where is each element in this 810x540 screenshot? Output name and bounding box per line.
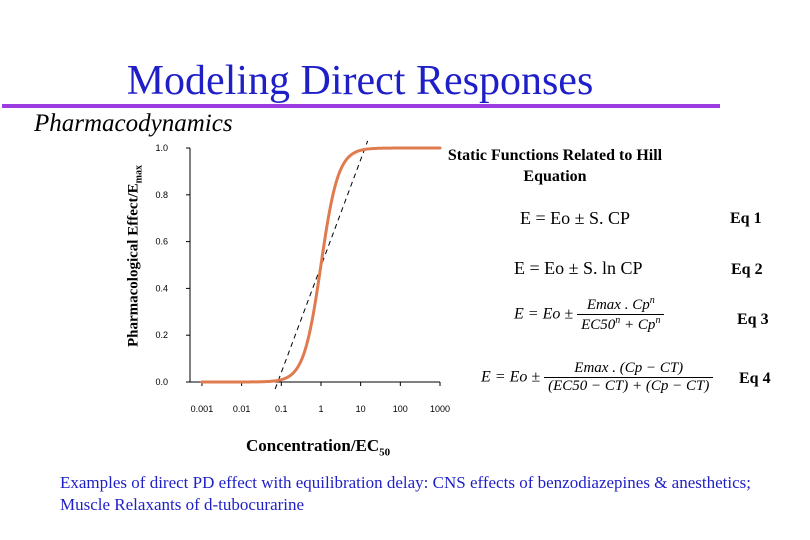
equations-heading: Static Functions Related to Hill Equatio… xyxy=(447,147,663,185)
equation-4-lhs: E = Eo ± xyxy=(481,368,541,386)
x-tick-label: 10 xyxy=(356,404,366,414)
slide-subtitle: Pharmacodynamics xyxy=(34,110,233,137)
x-tick-label: 0.1 xyxy=(275,404,288,414)
equation-4-denominator: (EC50 − CT) + (Cp − CT) xyxy=(548,378,710,394)
equation-3-numerator-text: Emax . Cp xyxy=(586,297,650,313)
y-tick-label: 0.0 xyxy=(155,377,168,387)
equation-4-label: Eq 4 xyxy=(739,370,771,387)
equation-4: E = Eo ± Emax . (Cp − CT) (EC50 − CT) + … xyxy=(481,360,714,395)
equation-3-denominator: EC50n + Cpn xyxy=(577,315,664,334)
equation-2-label: Eq 2 xyxy=(731,261,763,278)
equation-1: E = Eo ± S. CP xyxy=(520,208,631,228)
equation-4-numerator: Emax . (Cp − CT) xyxy=(544,360,714,378)
equation-4-fraction: Emax . (Cp − CT) (EC50 − CT) + (Cp − CT) xyxy=(544,360,714,395)
equation-2: E = Eo ± S. ln CP xyxy=(514,258,643,278)
x-tick-label: 100 xyxy=(393,404,408,414)
y-tick-label: 1.0 xyxy=(155,143,168,153)
reference-line xyxy=(274,140,369,390)
y-tick-label: 0.8 xyxy=(155,190,168,200)
y-tick-label: 0.6 xyxy=(155,237,168,247)
equation-3-denominator-tail: + Cp xyxy=(624,317,656,333)
equation-3-denominator-exp: n xyxy=(615,315,621,326)
equation-3-fraction: Emax . Cpn EC50n + Cpn xyxy=(577,295,665,334)
hill-curve-line xyxy=(200,146,442,384)
x-tick-label: 1000 xyxy=(430,404,450,414)
slide-title: Modeling Direct Responses xyxy=(126,58,594,104)
equation-3-numerator: Emax . Cpn xyxy=(577,295,665,315)
x-tick-label: 1 xyxy=(318,404,323,414)
equation-3-denominator-tail-exp: n xyxy=(655,315,661,326)
equation-1-label: Eq 1 xyxy=(730,210,762,227)
reference-line-group xyxy=(274,140,369,390)
y-tick-label: 0.2 xyxy=(155,330,168,340)
x-axis-label: Concentration/EC50 xyxy=(246,436,390,458)
x-tick-label: 0.01 xyxy=(233,404,251,414)
equation-3-numerator-exp: n xyxy=(649,295,655,306)
equation-3-lhs: E = Eo ± xyxy=(514,305,574,323)
equation-3-denominator-text: EC50 xyxy=(581,317,616,333)
y-tick-label: 0.4 xyxy=(155,283,168,293)
chart-axes: 0.0 0.2 0.4 0.6 0.8 1.0 0.001 0.01 0.1 1 10 100 1000 xyxy=(155,143,450,414)
x-axis-label-main: Concentration/EC xyxy=(246,436,380,455)
x-tick-label: 0.001 xyxy=(191,404,214,414)
equation-3: E = Eo ± Emax . Cpn EC50n + Cpn xyxy=(514,295,665,334)
x-axis-label-subscript: 50 xyxy=(379,446,391,459)
equation-3-label: Eq 3 xyxy=(737,311,769,328)
slide-caption: Examples of direct PD effect with equili… xyxy=(60,473,751,514)
title-underline xyxy=(2,104,720,108)
curve-group xyxy=(200,146,442,384)
